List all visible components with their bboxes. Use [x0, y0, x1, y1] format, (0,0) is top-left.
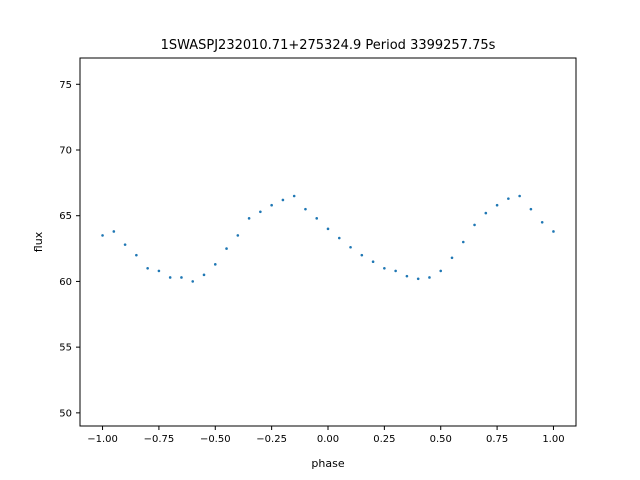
- x-tick-label: 1.00: [542, 434, 564, 445]
- data-point: [202, 273, 206, 277]
- data-point: [270, 203, 273, 207]
- x-tick-label: 0.50: [430, 434, 452, 445]
- y-axis: 50 55 60 65 70 75: [59, 80, 80, 419]
- scatter-points: [101, 194, 555, 283]
- data-point: [337, 236, 341, 240]
- x-tick-label: −0.25: [256, 434, 287, 445]
- data-point: [315, 217, 319, 220]
- data-point: [247, 217, 251, 220]
- y-axis-label: flux: [32, 231, 45, 252]
- data-point: [473, 223, 476, 227]
- data-point: [168, 276, 172, 279]
- x-tick-label: 0.25: [373, 434, 395, 445]
- x-tick-label: 0.00: [317, 434, 339, 445]
- data-point: [484, 211, 488, 215]
- data-point: [461, 240, 465, 244]
- data-point: [552, 230, 555, 233]
- y-tick-label: 60: [59, 277, 72, 288]
- data-point: [405, 274, 409, 278]
- y-tick-label: 75: [59, 80, 72, 91]
- x-tick-label: −0.50: [200, 434, 231, 445]
- data-point: [304, 207, 307, 211]
- data-point: [439, 269, 443, 273]
- data-point: [135, 253, 138, 257]
- y-tick-label: 55: [59, 343, 72, 354]
- data-point: [292, 194, 296, 198]
- data-point: [394, 269, 397, 273]
- data-point: [101, 234, 104, 237]
- data-point: [236, 234, 240, 237]
- x-axis: −1.00 −0.75 −0.50 −0.25 0.00 0.25 0.50 0.75 1.00: [87, 426, 565, 445]
- y-tick-label: 65: [59, 211, 72, 222]
- data-point: [281, 198, 285, 202]
- x-tick-label: 0.75: [486, 434, 508, 445]
- chart-title: 1SWASPJ232010.71+275324.9 Period 3399257…: [161, 38, 496, 53]
- data-point: [326, 227, 330, 231]
- data-point: [529, 207, 533, 211]
- data-point: [360, 253, 364, 257]
- x-tick-label: −1.00: [87, 434, 118, 445]
- data-point: [157, 269, 161, 273]
- data-point: [540, 220, 544, 224]
- data-point: [146, 266, 149, 270]
- data-point: [518, 194, 521, 198]
- data-point: [259, 210, 262, 214]
- data-point: [450, 256, 454, 260]
- data-point: [416, 277, 420, 281]
- y-tick-label: 50: [59, 408, 72, 419]
- data-point: [112, 230, 116, 233]
- x-axis-label: phase: [311, 457, 344, 470]
- data-point: [123, 243, 127, 246]
- data-point: [428, 276, 431, 279]
- data-point: [349, 245, 352, 249]
- data-point: [213, 263, 217, 266]
- data-point: [495, 203, 499, 207]
- x-tick-label: −0.75: [144, 434, 175, 445]
- data-point: [191, 280, 195, 283]
- data-point: [180, 276, 183, 279]
- data-point: [371, 260, 375, 264]
- data-point: [383, 266, 386, 270]
- data-point: [507, 197, 510, 200]
- data-point: [225, 247, 228, 250]
- y-tick-label: 70: [59, 146, 72, 157]
